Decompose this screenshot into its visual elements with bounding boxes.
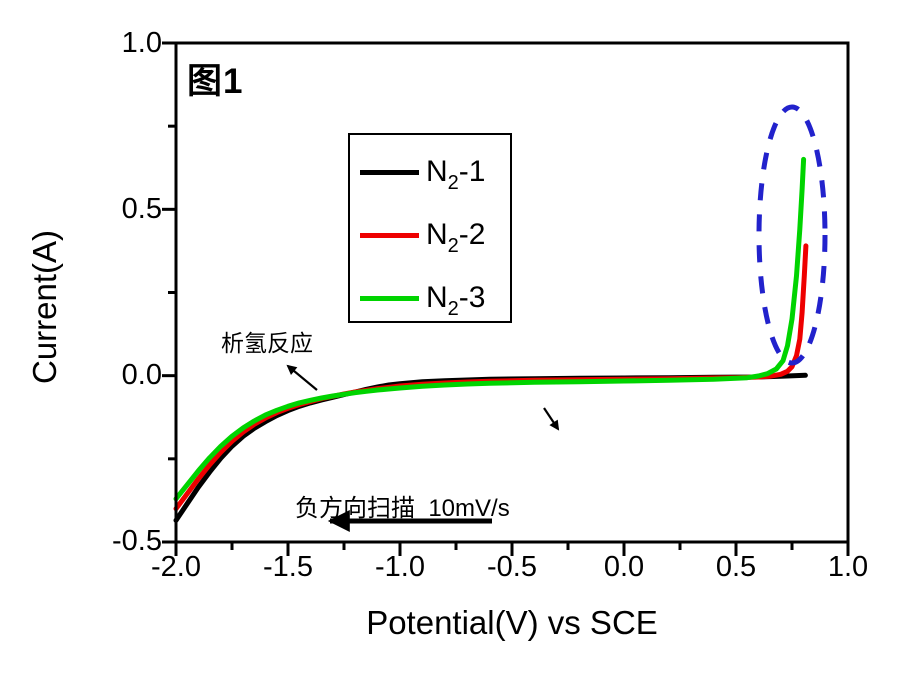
plot-border [174, 41, 850, 544]
small-pointer-arrow [543, 407, 560, 431]
legend-item-n2-2: N2-2 [350, 217, 510, 257]
x-tick-label--1.5: -1.5 [263, 551, 313, 583]
scan-annotation-text: 负方向扫描 10mV/s [295, 495, 510, 522]
y-tick-label-0.5: 0.5 [121, 193, 162, 225]
legend-line-green [360, 296, 419, 301]
curves-layer [173, 156, 809, 523]
legend-label-n2-1: N2-1 [426, 155, 486, 194]
legend-line-red [360, 233, 419, 238]
her-annotation-text: 析氢反应 [221, 330, 313, 356]
x-tick-label-1.0: 1.0 [827, 551, 869, 583]
legend-item-n2-3: N2-3 [350, 280, 510, 320]
legend-label-n2-2: N2-2 [426, 218, 486, 257]
highlight-ellipse [756, 104, 828, 366]
x-axis-title: Potential(V) vs SCE [366, 604, 658, 641]
x-tick-label-0.0: 0.0 [603, 551, 645, 583]
curve-n2-3 [173, 156, 807, 502]
x-tick-label--1.0: -1.0 [375, 551, 425, 583]
y-tick-label-0.0: 0.0 [121, 359, 162, 391]
x-tick-label-0.5: 0.5 [715, 551, 757, 583]
figure-number-label: 图1 [187, 62, 244, 101]
her-annotation-arrow [286, 364, 318, 391]
x-tick-label--2.0: -2.0 [151, 551, 201, 583]
legend-box: N2-1 N2-2 N2-3 [348, 133, 512, 323]
x-tick-label--0.5: -0.5 [487, 551, 537, 583]
y-tick-label--0.5: -0.5 [112, 525, 162, 557]
legend-label-n2-3: N2-3 [426, 281, 486, 320]
legend-item-n2-1: N2-1 [350, 154, 510, 194]
y-axis-title: Current(A) [26, 229, 63, 385]
legend-line-black [360, 170, 419, 175]
y-tick-label-1.0: 1.0 [121, 27, 162, 59]
